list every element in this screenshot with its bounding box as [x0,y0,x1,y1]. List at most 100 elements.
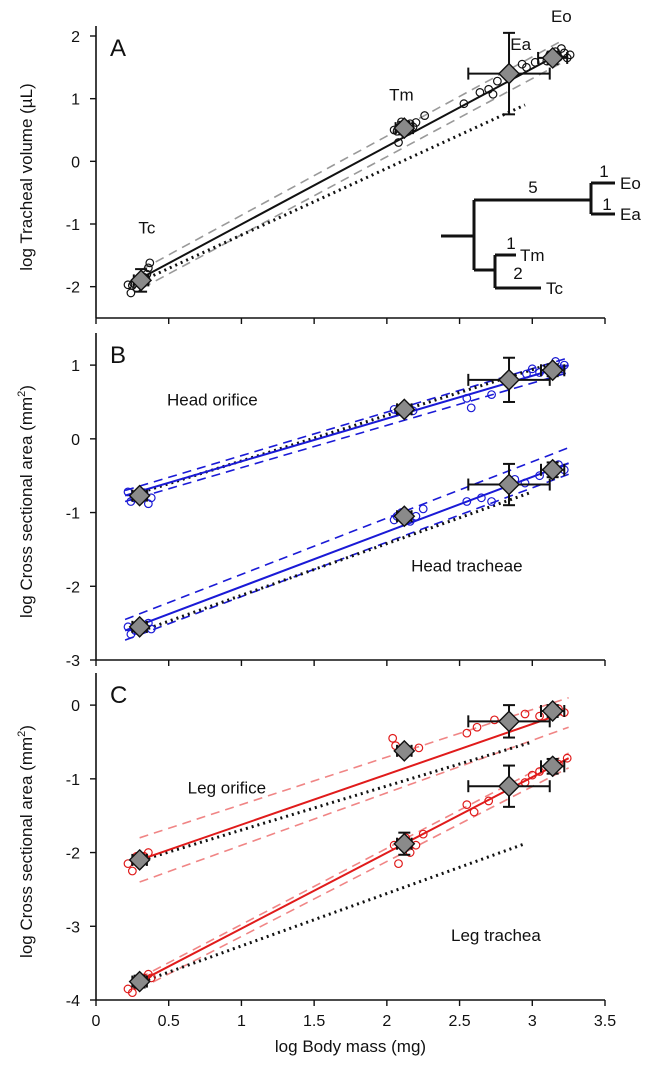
data-point [127,866,137,876]
reference-dotted-line [142,740,533,862]
data-point [522,369,531,379]
panel-label: A [110,35,126,62]
data-point [535,471,544,481]
data-point [484,796,494,806]
data-point [476,493,486,503]
fit-line [139,713,562,861]
data-point [462,497,472,506]
mean-diamond [128,848,151,871]
ci-upper-line [142,40,562,270]
data-point [484,84,494,94]
mean-diamond [130,269,153,292]
mean-diamond [393,832,416,855]
ci-upper-line [139,752,570,979]
mean-diamond [128,615,151,638]
mean-diamond [541,458,564,481]
data-point [462,728,472,738]
data-point [394,859,403,869]
ci-upper-line [124,446,569,621]
fit-line [124,364,569,497]
data-point [123,280,133,290]
mean-diamond [498,473,521,496]
mean-diamond [393,398,416,421]
data-point [127,988,137,998]
mean-diamond [541,700,564,723]
data-point [562,753,572,763]
data-point [462,393,472,403]
data-point [527,364,537,374]
y-tick-label: -1 [66,506,80,523]
mean-diamond [498,368,521,391]
branch-label: 1 [602,195,611,214]
x-axis-label: log Body mass (mg) [275,1037,426,1056]
data-point [475,87,485,97]
tree-taxon: Tc [546,279,564,298]
reference-dotted-line [141,103,526,282]
y-tick-label: 0 [71,154,80,171]
series-label: Leg orifice [188,779,266,798]
y-tick-label: -4 [66,993,80,1010]
y-tick-label: 2 [71,29,80,46]
data-point [469,807,479,817]
x-tick-label: 2 [382,1013,391,1030]
panel-b: -3 -2 -1 0 1 log Cross sectional area (mm2) B H… [16,333,606,670]
data-point [472,722,482,732]
branch-label: 1 [506,234,515,253]
fit-line [142,52,562,279]
reference-dotted-line [142,363,548,494]
data-point [414,743,424,753]
mean-diamond [128,484,151,507]
data-point [466,403,476,413]
mean-diamond [541,755,564,778]
data-point [520,709,530,719]
data-point [490,715,499,725]
data-point [535,767,544,776]
ci-upper-line [124,356,569,492]
y-tick-label: -3 [66,919,80,936]
mean-diamond [541,359,564,382]
mean-diamond [498,775,521,798]
taxon-label: Tm [389,86,414,105]
ci-lower-line [142,62,562,289]
ci-lower-line [139,726,569,883]
mean-diamond [498,710,521,733]
x-tick-label: 0 [92,1013,101,1030]
tree-taxon: Tm [520,246,545,265]
mean-diamond [541,46,564,69]
data-point [145,258,155,268]
data-point [492,76,502,86]
x-tick-label: 1.5 [303,1013,325,1030]
series-label: Leg trachea [451,926,541,945]
y-tick-label: -2 [66,579,80,596]
data-point [143,263,153,273]
mean-diamond [128,970,151,993]
tree-taxon: Eo [620,174,641,193]
mean-diamond [393,117,416,140]
data-point [556,44,566,53]
panel-c: -4 -3 -2 -1 0 0 0.5 1 1.5 2 2.5 3 3.5 log Body mass (… [16,673,616,1056]
y-axis-label: log Cross sectional area (mm2) [16,385,36,618]
y-tick-label: 0 [71,698,80,715]
y-tick-label: 0 [71,432,80,449]
y-tick-label: 1 [71,92,80,109]
fit-line [139,757,570,983]
y-tick-label: -1 [66,217,80,234]
series-label: Head orifice [167,391,258,410]
x-tick-label: 3 [528,1013,537,1030]
y-tick-label: 1 [71,358,80,375]
data-point [388,733,398,743]
taxon-label: Eo [551,7,572,26]
data-point [487,390,496,400]
mean-diamond [393,505,416,528]
fit-line [124,462,569,632]
ci-lower-line [139,767,570,990]
y-tick-label: -3 [66,653,80,670]
data-point [527,770,537,780]
y-axis-label: log Cross sectional area (mm2) [16,725,36,958]
ci-lower-line [124,473,569,641]
data-point [487,497,496,506]
x-tick-label: 1 [237,1013,246,1030]
mean-diamond [498,62,521,85]
